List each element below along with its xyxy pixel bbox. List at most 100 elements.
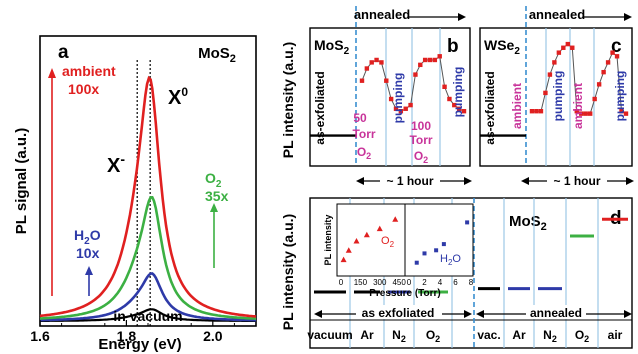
inset-left-tick: 300 bbox=[373, 278, 387, 287]
stage-label-100torr: 100 bbox=[411, 119, 431, 133]
data-point bbox=[587, 111, 593, 116]
panel-c-title: WSe2 bbox=[484, 37, 520, 57]
h2o-arrowhead bbox=[85, 266, 93, 275]
data-point bbox=[432, 57, 438, 63]
stage-label-pumping-1: pumping bbox=[551, 71, 565, 122]
data-point bbox=[408, 102, 413, 108]
stage-label-50torr: 50 bbox=[353, 111, 367, 125]
category-label: N2 bbox=[543, 328, 557, 344]
bar-levels bbox=[314, 217, 628, 294]
ambient-factor: 100x bbox=[68, 81, 99, 97]
inset-right-tick: 6 bbox=[453, 278, 458, 287]
time-arrowhead-right bbox=[464, 177, 472, 185]
annealed-label: annealed bbox=[354, 7, 410, 22]
data-point bbox=[543, 90, 548, 96]
data-point bbox=[369, 60, 374, 65]
panel-d-title: MoS2 bbox=[509, 213, 547, 233]
data-point bbox=[379, 60, 384, 65]
time-label: ~ 1 hour bbox=[553, 174, 600, 188]
annealed-group-arrowhead-left bbox=[476, 310, 484, 318]
inset-left-tick: 0 bbox=[339, 278, 344, 287]
panel-b-frame bbox=[309, 27, 471, 167]
data-point bbox=[529, 109, 535, 114]
data-point bbox=[398, 109, 404, 114]
inset-o2-point bbox=[392, 216, 399, 222]
data-point bbox=[447, 96, 452, 102]
spectrum-h2o bbox=[40, 272, 256, 322]
data-point bbox=[583, 111, 588, 116]
as-exfoliated-arrowhead-right bbox=[464, 310, 472, 318]
inset-right-tick: 8 bbox=[469, 278, 474, 287]
stage-label-as-exfoliated: as-exfoliated bbox=[313, 71, 327, 144]
data-point bbox=[388, 96, 394, 102]
inset-o2-point bbox=[353, 238, 360, 244]
stage-label-ambient-2: ambient bbox=[571, 83, 585, 129]
inset-x-label: Pressure (Torr) bbox=[369, 288, 441, 299]
stage-label-100torr-gas: O2 bbox=[414, 149, 428, 165]
data-point bbox=[574, 109, 579, 114]
data-point bbox=[619, 109, 624, 114]
inset-right-tick: 4 bbox=[438, 278, 443, 287]
category-label: N2 bbox=[392, 328, 406, 344]
data-point bbox=[374, 57, 379, 63]
data-points bbox=[480, 41, 629, 137]
data-point bbox=[534, 109, 539, 114]
panel-b-title: MoS2 bbox=[314, 37, 350, 57]
data-point bbox=[561, 45, 566, 50]
data-point bbox=[452, 102, 457, 108]
data-point bbox=[413, 72, 418, 77]
stage-label-as-exfoliated: as-exfoliated bbox=[483, 71, 497, 144]
o2-factor: 35x bbox=[205, 188, 229, 204]
data-point bbox=[403, 106, 408, 111]
data-point bbox=[461, 109, 467, 114]
annealed-arrowhead bbox=[624, 13, 632, 21]
stage-label-ambient-1: ambient bbox=[510, 83, 524, 129]
data-points bbox=[310, 54, 467, 137]
o2-label: O2 bbox=[205, 170, 222, 190]
as-exfoliated-label-bg bbox=[356, 305, 442, 319]
data-point bbox=[601, 69, 606, 75]
y-axis-label-d: PL intensity (a.u.) bbox=[280, 214, 296, 330]
ambient-arrowhead bbox=[48, 68, 56, 78]
data-point bbox=[422, 57, 428, 63]
inset-right-tick: 0 bbox=[407, 278, 412, 287]
x-ticks: 1.6 1.8 2.0 bbox=[30, 320, 235, 344]
annealed-group-label-bg bbox=[526, 305, 586, 319]
reference-lines bbox=[136, 60, 151, 326]
annealed-group-arrowhead-right bbox=[624, 310, 632, 318]
spectrum-ambient bbox=[39, 75, 257, 318]
inset-h2o-point bbox=[422, 251, 427, 256]
data-point bbox=[427, 57, 433, 63]
inset-ticks: 0 150 300 450 0 2 4 6 8 bbox=[339, 278, 474, 287]
panel-c-letter: c bbox=[611, 36, 622, 57]
annealed-arrowhead bbox=[458, 13, 466, 21]
inset-h2o-point bbox=[441, 242, 446, 247]
x0-label: X0 bbox=[168, 85, 188, 109]
panel-a-title: MoS2 bbox=[198, 45, 236, 65]
inset-right-tick: 2 bbox=[422, 278, 427, 287]
data-point bbox=[442, 84, 447, 89]
inset-h2o-point bbox=[434, 248, 439, 253]
y-axis-label-bc: PL intensity (a.u.) bbox=[280, 42, 296, 158]
inset-h2o-label: H2O bbox=[440, 253, 461, 267]
x-tick-label-2: 2.0 bbox=[203, 328, 223, 344]
ambient-label: ambient bbox=[62, 63, 116, 79]
data-point bbox=[359, 78, 365, 83]
data-point bbox=[570, 45, 575, 50]
panel-b-letter: b bbox=[447, 36, 459, 57]
category-label: Ar bbox=[360, 328, 374, 342]
inset-h2o-point bbox=[414, 260, 419, 265]
inset-h2o-point bbox=[465, 220, 470, 225]
inset-left-tick: 150 bbox=[354, 278, 368, 287]
x-tick-label-0: 1.6 bbox=[30, 328, 50, 344]
time-arrowhead-left bbox=[356, 177, 364, 185]
data-point bbox=[418, 62, 423, 68]
stage-label-pumping-2: pumping bbox=[613, 71, 627, 122]
data-point bbox=[393, 106, 399, 111]
inset-o2-point bbox=[345, 247, 352, 253]
panel-c: c WSe2 annealed as-exfoliated ambient pu… bbox=[479, 6, 634, 188]
data-point bbox=[538, 109, 544, 114]
spectrum-in-vacuum bbox=[40, 308, 256, 322]
data-point bbox=[610, 50, 615, 55]
